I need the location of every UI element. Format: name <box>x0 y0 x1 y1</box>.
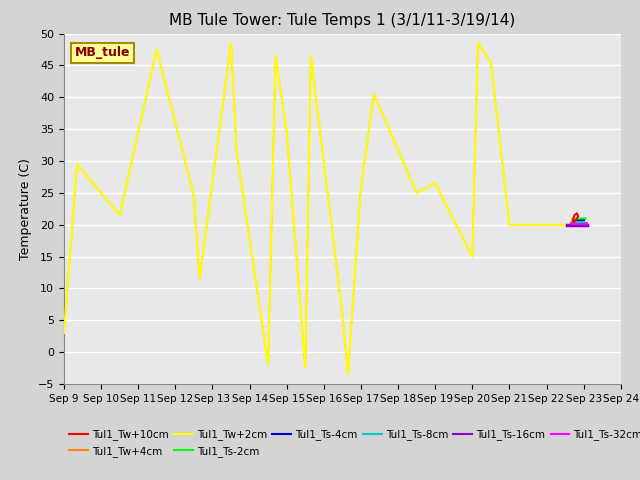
Legend: Tul1_Tw+10cm, Tul1_Tw+4cm, Tul1_Tw+2cm, Tul1_Ts-2cm, Tul1_Ts-4cm, Tul1_Ts-8cm, T: Tul1_Tw+10cm, Tul1_Tw+4cm, Tul1_Tw+2cm, … <box>69 430 640 456</box>
Y-axis label: Temperature (C): Temperature (C) <box>19 158 33 260</box>
Title: MB Tule Tower: Tule Temps 1 (3/1/11-3/19/14): MB Tule Tower: Tule Temps 1 (3/1/11-3/19… <box>169 13 516 28</box>
Text: MB_tule: MB_tule <box>75 47 131 60</box>
